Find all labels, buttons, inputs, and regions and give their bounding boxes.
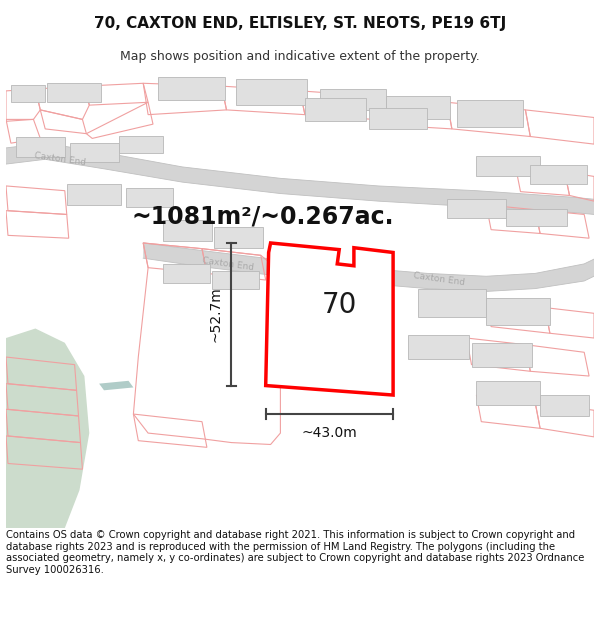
Bar xyxy=(540,395,589,416)
Bar xyxy=(418,289,486,317)
Polygon shape xyxy=(99,381,133,390)
Bar xyxy=(368,108,427,129)
Bar xyxy=(236,79,307,105)
Bar xyxy=(47,83,101,102)
Bar xyxy=(386,96,450,119)
Bar xyxy=(163,220,212,241)
Bar xyxy=(447,199,506,218)
Bar xyxy=(16,136,65,158)
Text: 70: 70 xyxy=(322,291,357,319)
Bar xyxy=(486,298,550,325)
Bar xyxy=(119,136,163,152)
Bar xyxy=(506,209,566,226)
Polygon shape xyxy=(6,329,89,528)
Polygon shape xyxy=(6,143,594,214)
Text: Caxton End: Caxton End xyxy=(413,271,466,287)
Text: ~52.7m: ~52.7m xyxy=(209,286,223,342)
Bar xyxy=(214,227,263,248)
Bar xyxy=(67,184,121,205)
Text: Caxton End: Caxton End xyxy=(34,151,86,168)
Text: Contains OS data © Crown copyright and database right 2021. This information is : Contains OS data © Crown copyright and d… xyxy=(6,530,584,575)
Bar xyxy=(305,98,365,121)
Text: Map shows position and indicative extent of the property.: Map shows position and indicative extent… xyxy=(120,50,480,63)
Bar xyxy=(70,143,119,162)
Bar xyxy=(472,342,532,366)
Text: ~1081m²/~0.267ac.: ~1081m²/~0.267ac. xyxy=(131,204,394,228)
Bar xyxy=(212,271,259,289)
Bar xyxy=(11,85,45,102)
Bar xyxy=(158,77,224,101)
Bar xyxy=(125,188,173,207)
Polygon shape xyxy=(266,243,393,395)
Bar xyxy=(320,89,386,110)
Bar xyxy=(408,335,469,359)
Bar xyxy=(457,101,523,127)
Bar xyxy=(476,156,540,176)
Bar xyxy=(476,381,540,404)
Text: ~43.0m: ~43.0m xyxy=(302,426,357,440)
Bar xyxy=(163,264,210,283)
Polygon shape xyxy=(143,243,594,291)
Text: Caxton End: Caxton End xyxy=(202,256,255,272)
Text: 70, CAXTON END, ELTISLEY, ST. NEOTS, PE19 6TJ: 70, CAXTON END, ELTISLEY, ST. NEOTS, PE1… xyxy=(94,16,506,31)
Bar xyxy=(530,165,587,184)
